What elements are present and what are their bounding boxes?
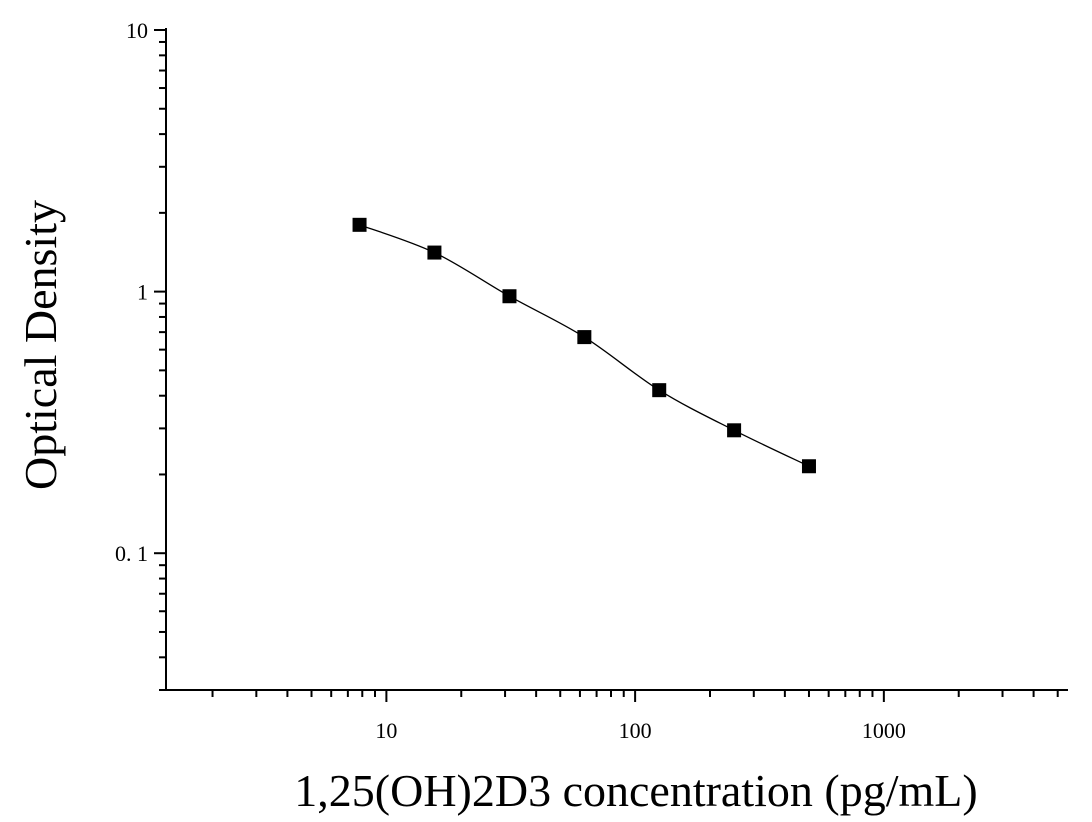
data-point xyxy=(652,383,667,398)
y-tick-label: 0. 1 xyxy=(115,541,148,566)
axes xyxy=(154,28,1068,702)
y-tick-label: 10 xyxy=(126,18,148,43)
fit-curve-layer xyxy=(359,224,810,467)
data-points xyxy=(352,217,816,474)
data-point xyxy=(427,245,442,260)
x-tick-label: 1000 xyxy=(862,718,906,743)
x-tick-label: 10 xyxy=(375,718,397,743)
data-point xyxy=(352,217,367,232)
tick-labels: 10 100 1000 10 1 0. 1 xyxy=(115,18,906,743)
data-point xyxy=(801,459,816,474)
data-point xyxy=(577,330,592,345)
data-point xyxy=(727,423,742,438)
fit-curve xyxy=(359,224,810,467)
y-axis-title: Optical Density xyxy=(15,200,66,490)
data-point xyxy=(502,289,517,304)
x-tick-label: 100 xyxy=(619,718,652,743)
y-tick-label: 1 xyxy=(137,280,148,305)
x-axis-title: 1,25(OH)2D3 concentration (pg/mL) xyxy=(294,765,977,816)
